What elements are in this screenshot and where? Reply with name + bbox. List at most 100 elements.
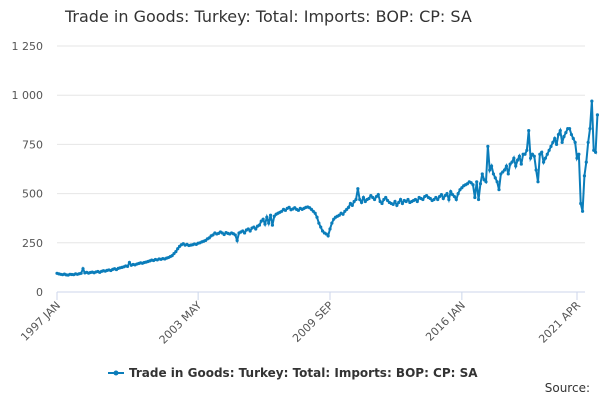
data-point	[541, 160, 546, 164]
data-point	[384, 195, 388, 200]
data-point	[421, 197, 425, 202]
data-point	[127, 260, 132, 265]
data-point	[313, 211, 317, 215]
data-point	[543, 156, 548, 160]
data-point	[441, 196, 445, 201]
data-point	[506, 172, 510, 176]
data-point	[514, 164, 518, 168]
data-point	[497, 188, 501, 192]
y-tick-label: 500	[22, 188, 43, 201]
data-point	[558, 129, 562, 133]
data-point	[575, 156, 579, 160]
data-point	[528, 156, 533, 160]
data-point	[564, 130, 568, 135]
data-point	[367, 196, 371, 201]
data-point	[376, 192, 380, 197]
chart-title: Trade in Goods: Turkey: Total: Imports: …	[64, 7, 472, 26]
data-point	[476, 197, 481, 202]
data-point	[398, 197, 403, 202]
data-point	[569, 132, 574, 137]
data-point	[554, 142, 559, 146]
data-point	[391, 202, 395, 207]
data-point	[549, 144, 553, 148]
data-point	[517, 154, 522, 158]
data-point	[478, 182, 483, 186]
legend-marker	[113, 370, 119, 376]
data-point	[525, 148, 529, 152]
data-point	[81, 267, 85, 271]
data-point	[553, 136, 557, 141]
data-point	[287, 205, 291, 209]
data-point	[436, 197, 440, 202]
data-point	[579, 201, 583, 206]
data-point	[584, 160, 588, 164]
data-point	[473, 195, 477, 200]
data-point	[536, 180, 540, 184]
data-point	[257, 223, 262, 227]
data-point	[380, 201, 384, 206]
x-tick-label: 1997 JAN	[18, 299, 63, 344]
data-point	[356, 187, 360, 191]
data-point	[545, 152, 549, 156]
data-point	[400, 201, 405, 206]
data-point	[330, 221, 334, 225]
data-point	[317, 221, 321, 225]
data-point	[519, 162, 523, 166]
data-point	[454, 197, 458, 202]
data-point	[456, 192, 460, 196]
data-point	[79, 271, 83, 275]
data-point	[573, 140, 577, 145]
source: Source:	[545, 381, 590, 395]
data-point	[242, 231, 247, 235]
data-point	[567, 127, 572, 131]
data-point	[527, 129, 531, 133]
data-point	[534, 168, 538, 172]
y-tick-label: 0	[36, 286, 43, 299]
data-point	[248, 229, 252, 233]
data-point	[571, 136, 575, 141]
data-point	[395, 203, 399, 208]
y-tick-label: 1 250	[12, 40, 44, 53]
data-point	[233, 233, 237, 237]
data-point	[582, 174, 587, 178]
series-line	[56, 101, 599, 277]
data-point	[489, 164, 494, 168]
data-point	[268, 213, 273, 217]
data-point	[176, 247, 180, 251]
data-point	[447, 197, 451, 202]
data-point	[445, 192, 449, 196]
data-point	[406, 197, 410, 202]
data-point	[540, 150, 544, 154]
data-point	[254, 227, 258, 231]
data-point	[586, 140, 590, 145]
x-tick-label: 2003 MAY	[157, 299, 205, 347]
data-point	[504, 164, 509, 168]
data-point	[590, 99, 594, 103]
data-point	[452, 194, 457, 199]
data-point	[361, 195, 366, 200]
data-point	[263, 222, 267, 226]
data-point	[484, 180, 488, 184]
data-point	[547, 148, 551, 152]
data-point	[359, 200, 364, 205]
y-tick-label: 750	[22, 138, 43, 151]
data-point	[560, 140, 564, 145]
data-point	[502, 168, 507, 172]
data-point	[486, 144, 490, 148]
data-point	[326, 234, 330, 238]
x-tick-label: 2009 SEP	[290, 299, 336, 345]
data-point	[261, 217, 265, 221]
data-point	[595, 113, 600, 117]
data-point	[125, 264, 130, 269]
data-point	[449, 190, 453, 194]
data-point	[358, 197, 362, 202]
data-point	[475, 180, 479, 184]
data-point	[372, 197, 377, 202]
data-point	[393, 199, 397, 204]
data-point	[319, 225, 323, 229]
data-point	[354, 197, 358, 202]
data-point	[523, 152, 527, 156]
legend-label: Trade in Goods: Turkey: Total: Imports: …	[129, 366, 478, 380]
data-point	[480, 172, 484, 176]
